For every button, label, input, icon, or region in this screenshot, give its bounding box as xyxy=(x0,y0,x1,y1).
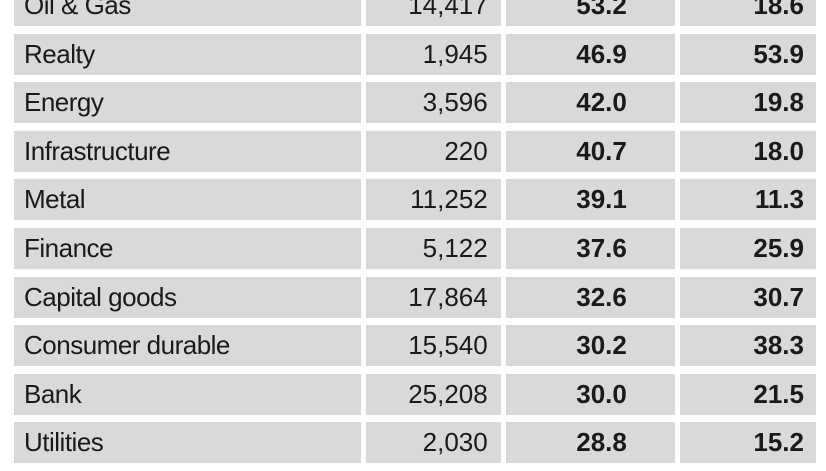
sector-pct-2: 11.3 xyxy=(679,179,816,221)
sector-pct-1: 42.0 xyxy=(505,82,675,124)
sector-value: 15,540 xyxy=(365,325,501,367)
table-row: Energy 3,596 42.0 19.8 xyxy=(14,82,816,124)
sector-name: Oil & Gas xyxy=(14,0,361,26)
sector-name: Realty xyxy=(14,33,361,75)
sector-pct-1: 53.2 xyxy=(505,0,675,26)
sector-pct-1: 28.8 xyxy=(505,422,675,464)
sector-pct-1: 30.2 xyxy=(505,325,675,367)
table-row: Infrastructure 220 40.7 18.0 xyxy=(14,130,816,172)
sector-name: Consumer durable xyxy=(14,325,361,367)
sector-table: Oil & Gas 14,417 53.2 18.6 Realty 1,945 … xyxy=(14,0,816,471)
sector-pct-2: 19.8 xyxy=(679,82,816,124)
table-row: Realty 1,945 46.9 53.9 xyxy=(14,33,816,75)
sector-name: Metal xyxy=(14,179,361,221)
sector-pct-1: 32.6 xyxy=(505,276,675,318)
table-row: Utilities 2,030 28.8 15.2 xyxy=(14,422,816,464)
sector-pct-2: 18.6 xyxy=(679,0,816,26)
sector-value: 17,864 xyxy=(365,276,501,318)
sector-name: Energy xyxy=(14,82,361,124)
sector-value: 11,252 xyxy=(365,179,501,221)
sector-value: 2,030 xyxy=(365,422,501,464)
table-row: Bank 25,208 30.0 21.5 xyxy=(14,373,816,415)
sector-value: 25,208 xyxy=(365,373,501,415)
sector-pct-2: 38.3 xyxy=(679,325,816,367)
sector-value: 3,596 xyxy=(365,82,501,124)
sector-name: Utilities xyxy=(14,422,361,464)
sector-pct-2: 30.7 xyxy=(679,276,816,318)
table-row: Consumer durable 15,540 30.2 38.3 xyxy=(14,325,816,367)
sector-value: 5,122 xyxy=(365,227,501,269)
table-row: Finance 5,122 37.6 25.9 xyxy=(14,227,816,269)
sector-pct-1: 37.6 xyxy=(505,227,675,269)
table-row: Capital goods 17,864 32.6 30.7 xyxy=(14,276,816,318)
sector-pct-1: 39.1 xyxy=(505,179,675,221)
table-row: Oil & Gas 14,417 53.2 18.6 xyxy=(14,0,816,26)
sector-pct-2: 18.0 xyxy=(679,130,816,172)
sector-value: 1,945 xyxy=(365,33,501,75)
sector-pct-1: 40.7 xyxy=(505,130,675,172)
sector-pct-1: 30.0 xyxy=(505,373,675,415)
sector-pct-1: 46.9 xyxy=(505,33,675,75)
sector-pct-2: 25.9 xyxy=(679,227,816,269)
sector-pct-2: 21.5 xyxy=(679,373,816,415)
sector-pct-2: 53.9 xyxy=(679,33,816,75)
sector-pct-2: 15.2 xyxy=(679,422,816,464)
table-row: Metal 11,252 39.1 11.3 xyxy=(14,179,816,221)
sector-name: Bank xyxy=(14,373,361,415)
sector-name: Capital goods xyxy=(14,276,361,318)
sector-value: 14,417 xyxy=(365,0,501,26)
sector-name: Infrastructure xyxy=(14,130,361,172)
sector-name: Finance xyxy=(14,227,361,269)
sector-value: 220 xyxy=(365,130,501,172)
